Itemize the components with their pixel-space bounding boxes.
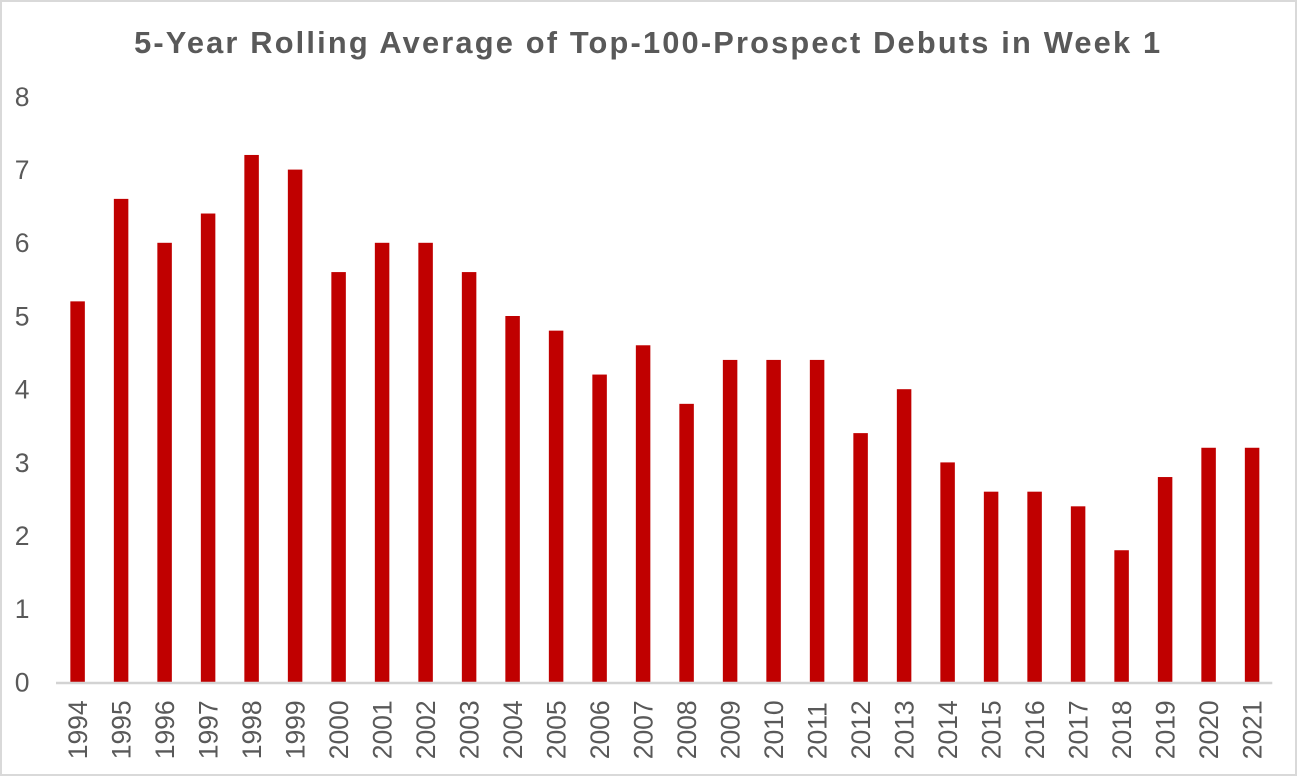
svg-text:2002: 2002 (411, 700, 441, 759)
svg-text:2: 2 (15, 521, 30, 551)
svg-text:1995: 1995 (107, 700, 137, 759)
svg-text:2017: 2017 (1064, 700, 1094, 759)
svg-text:8: 8 (15, 82, 30, 112)
svg-text:2000: 2000 (324, 700, 354, 759)
svg-text:2004: 2004 (498, 700, 528, 759)
svg-text:7: 7 (15, 155, 30, 185)
svg-text:2008: 2008 (672, 700, 702, 759)
svg-text:2012: 2012 (846, 700, 876, 759)
svg-text:1999: 1999 (281, 700, 311, 759)
svg-text:1: 1 (15, 594, 30, 624)
svg-text:2006: 2006 (585, 700, 615, 759)
svg-text:2021: 2021 (1238, 700, 1268, 759)
svg-text:5: 5 (15, 301, 30, 331)
svg-text:2009: 2009 (716, 700, 746, 759)
svg-text:1998: 1998 (237, 700, 267, 759)
svg-text:1997: 1997 (194, 700, 224, 759)
svg-text:6: 6 (15, 228, 30, 258)
svg-text:2007: 2007 (629, 700, 659, 759)
svg-text:4: 4 (15, 375, 30, 405)
svg-text:2010: 2010 (759, 700, 789, 759)
svg-text:2018: 2018 (1107, 700, 1137, 759)
svg-text:2001: 2001 (368, 700, 398, 759)
svg-text:2005: 2005 (542, 700, 572, 759)
svg-text:3: 3 (15, 448, 30, 478)
svg-text:2013: 2013 (890, 700, 920, 759)
svg-text:2003: 2003 (455, 700, 485, 759)
svg-text:5-Year Rolling Average of Top-: 5-Year Rolling Average of Top-100-Prospe… (134, 25, 1162, 60)
svg-text:2019: 2019 (1151, 700, 1181, 759)
svg-text:1994: 1994 (63, 700, 93, 759)
svg-text:0: 0 (15, 667, 30, 697)
svg-text:2014: 2014 (933, 700, 963, 759)
svg-text:2011: 2011 (803, 702, 833, 759)
svg-text:2020: 2020 (1194, 700, 1224, 759)
svg-text:2016: 2016 (1020, 700, 1050, 759)
svg-text:2015: 2015 (977, 700, 1007, 759)
svg-text:1996: 1996 (150, 700, 180, 759)
